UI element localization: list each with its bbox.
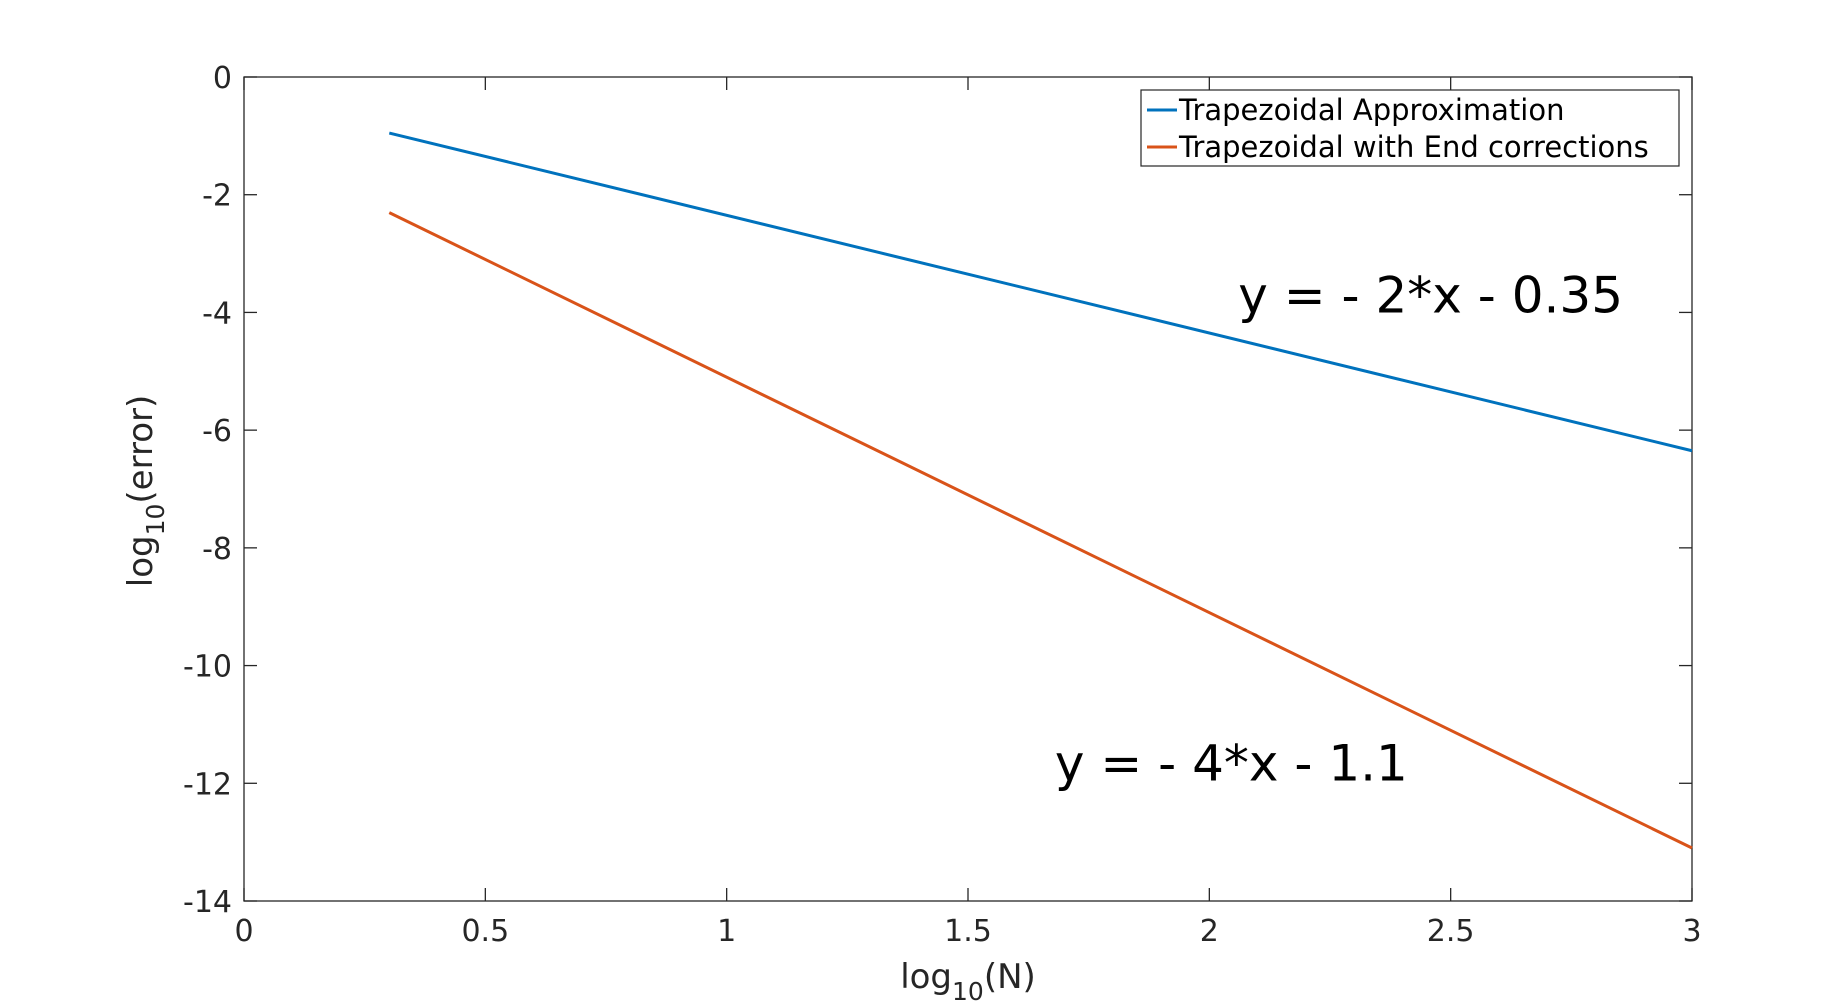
y-tick-label: -12: [183, 767, 232, 802]
y-axis-label-subscript: 10: [141, 504, 170, 536]
y-tick-label: -2: [202, 179, 232, 214]
axes-layer: 0 0.5 1 1.5 2 2.5 30-2-4-6-8-10-12-14log10(N)l…: [121, 61, 1702, 1005]
fit-equation-label-1: y = - 2*x - 0.35: [1238, 266, 1623, 324]
series-line-2: [388, 211, 1693, 850]
x-axis-label-subscript: 10: [952, 977, 984, 1001]
fit-equation-label-2: y = - 4*x - 1.1: [1055, 734, 1408, 792]
y-tick-label: -4: [202, 296, 232, 331]
x-tick-label: 2: [1200, 914, 1219, 949]
plot-area-box: [243, 76, 1693, 902]
y-tick-label: -6: [202, 414, 232, 449]
y-tick-label: -14: [183, 885, 232, 920]
series-layer: [388, 131, 1693, 850]
x-axis-label-suffix: (N): [984, 957, 1036, 997]
x-tick-label: 0: [234, 914, 253, 949]
x-tick-label: 1.5: [944, 914, 992, 949]
annotation-layer: y = - 2*x - 0.35 y = - 4*x - 1.1: [1055, 266, 1623, 792]
x-tick-label: 1: [717, 914, 736, 949]
y-axis-label-base: log: [121, 535, 161, 587]
y-axis-label: log10(error): [121, 395, 170, 588]
y-tick-label: -8: [202, 532, 232, 567]
x-tick-label: 2.5: [1427, 914, 1475, 949]
y-tick-label: 0: [213, 61, 232, 96]
x-tick-label: 0.5: [461, 914, 509, 949]
x-axis-label-base: log: [900, 957, 952, 997]
legend-label-2: Trapezoidal with End corrections: [1178, 130, 1649, 164]
y-tick-label: -10: [183, 650, 232, 685]
x-axis-label: log10(N): [900, 957, 1036, 1001]
legend-box: [1140, 89, 1680, 167]
legend-label-1: Trapezoidal Approximation: [1178, 93, 1564, 127]
y-axis-label-suffix: (error): [121, 395, 161, 504]
x-tick-label: 3: [1682, 914, 1701, 949]
series-line-1: [388, 131, 1693, 453]
